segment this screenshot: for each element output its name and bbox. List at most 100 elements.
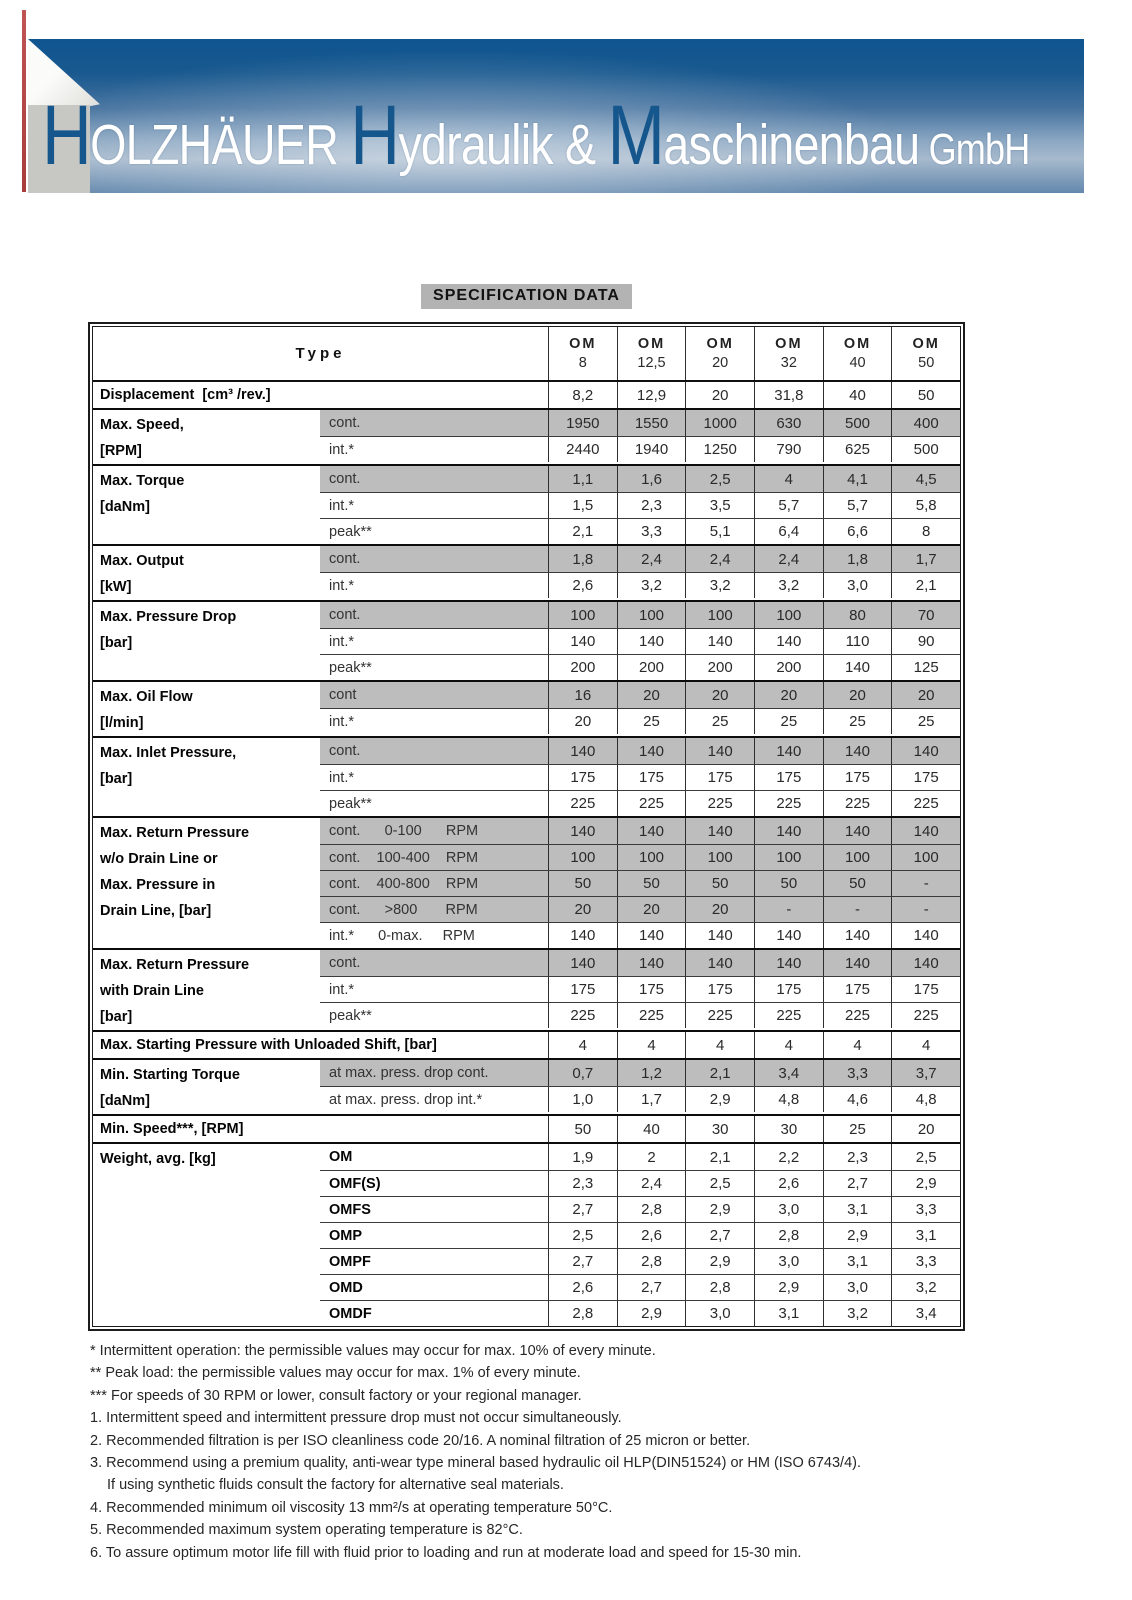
table-row: cont. 1950 1550 1000 630 500 400 <box>320 410 960 436</box>
value-cell: 200 <box>685 655 754 680</box>
table-row: at max. press. drop int.* 1,0 1,7 2,9 4,8 4,6… <box>320 1086 960 1112</box>
value-cell: 4,8 <box>754 1087 823 1112</box>
group-rows: cont 16 20 20 20 20 20 int.* 20 25 25 25 25 25 <box>320 682 960 736</box>
spec-group: Max. Inlet Pressure, [bar] cont. 140 140 140 1… <box>93 736 960 816</box>
value-cell: 175 <box>685 765 754 790</box>
value-cell: 225 <box>685 791 754 816</box>
row-sub-label: OMP <box>329 1227 363 1244</box>
column-header-cell: OM 50 <box>891 327 960 380</box>
value-cell: 8 <box>891 519 960 544</box>
group-label-line: Max. Return Pressure <box>100 957 250 973</box>
value-cell: 2,2 <box>754 1144 823 1170</box>
value-cell: 4 <box>685 1032 754 1058</box>
value-cells: 2,5 2,6 2,7 2,8 2,9 3,1 <box>548 1223 960 1248</box>
group-rows: cont. 140 140 140 140 140 140 int.* 175 175 175 175… <box>320 738 960 816</box>
value-cells: 50 40 30 30 25 20 <box>548 1116 960 1142</box>
value-cell: 1,8 <box>822 546 892 572</box>
group-label-line: [bar] <box>100 635 133 651</box>
value-cell: 1,7 <box>891 546 960 572</box>
value-cell: 175 <box>685 977 754 1002</box>
value-cell: 140 <box>548 818 617 844</box>
value-cell: 2,7 <box>616 1275 686 1300</box>
table-row: peak** 2,1 3,3 5,1 6,4 6,6 8 <box>320 518 960 544</box>
value-cells: 175 175 175 175 175 175 <box>548 977 960 1002</box>
value-cell: 3,1 <box>822 1197 892 1222</box>
spec-group: Max. Starting Pressure with Unloaded Shi… <box>93 1030 960 1058</box>
value-cells: 16 20 20 20 20 20 <box>548 682 960 708</box>
value-cell: 20 <box>891 682 960 708</box>
footnote-line: 1. Intermittent speed and intermittent p… <box>90 1410 622 1427</box>
row-sub-label: at max. press. drop int.* <box>329 1091 483 1108</box>
row-sub-label: OMPF <box>329 1253 371 1270</box>
value-cell: 2,9 <box>616 1301 686 1326</box>
value-cell: 1,2 <box>616 1060 686 1086</box>
group-rows: OM 1,9 2 2,1 2,2 2,3 2,5 OMF(S) 2,3 2,4 2,5 2,6 2,7 2… <box>320 1144 960 1326</box>
value-cell: 40 <box>616 1116 686 1142</box>
value-cell: 20 <box>548 709 617 734</box>
value-cells: 140 140 140 140 140 140 <box>548 738 960 764</box>
column-size: 20 <box>712 354 729 371</box>
value-cells: 225 225 225 225 225 225 <box>548 1003 960 1028</box>
value-cell: 4 <box>548 1032 617 1058</box>
row-sub-label: int.* <box>329 633 354 650</box>
value-cell: 625 <box>822 437 892 462</box>
value-cell: 100 <box>754 602 823 628</box>
value-cell: 500 <box>891 437 960 462</box>
group-label-line: Min. Starting Torque <box>100 1067 240 1083</box>
red-accent-line <box>22 10 26 192</box>
value-cell: 20 <box>685 897 754 922</box>
value-cell: 2,7 <box>548 1249 617 1274</box>
value-cells: 20 20 20- - - <box>548 897 960 922</box>
spec-group: Max. Return Pressure w/o Drain Line or Max… <box>93 816 960 948</box>
value-cell: 2,5 <box>891 1144 960 1170</box>
value-cell: 110 <box>822 629 892 654</box>
value-cell: 2,9 <box>685 1197 754 1222</box>
value-cell: 1,0 <box>548 1087 617 1112</box>
value-cell: 1550 <box>616 410 686 436</box>
group-label: Max. Starting Pressure with Unloaded Shi… <box>100 1037 437 1053</box>
value-cell: 225 <box>616 1003 686 1028</box>
value-cell: 1000 <box>685 410 754 436</box>
row-sub-label: cont. <box>329 471 361 487</box>
value-cell: 3,3 <box>616 519 686 544</box>
value-cell: 2,1 <box>685 1144 754 1170</box>
value-cells: 175 175 175 175 175 175 <box>548 765 960 790</box>
column-brand: OM <box>637 336 666 353</box>
column-header-cell: OM 40 <box>822 327 892 380</box>
company-logo-text: HOLZHÄUER Hydraulik & Maschinenbau GmbH <box>42 93 1030 177</box>
value-cell: 2440 <box>548 437 617 462</box>
table-row: int.* 2,6 3,2 3,2 3,2 3,0 2,1 <box>320 572 960 598</box>
value-cell: 0,7 <box>548 1060 617 1086</box>
table-row: Min. Speed***, [RPM] 50 40 30 30 25 20 <box>93 1116 960 1142</box>
row-sub-label: cont. 100-400 RPM <box>329 849 479 866</box>
group-label-line: Max. Speed, <box>100 417 184 433</box>
value-cell: 50 <box>754 871 823 896</box>
column-brand: OM <box>706 336 734 353</box>
value-cell: 100 <box>548 602 617 628</box>
value-cell: 4 <box>891 1032 960 1058</box>
row-sub-label: OMFS <box>329 1201 371 1218</box>
value-cell: 20 <box>754 682 823 708</box>
table-body: Displacement [cm³ /rev.] 8,2 12,9 20 31,8 40 5… <box>93 382 960 1326</box>
value-cell: 25 <box>754 709 823 734</box>
spec-table-inner: Type OM 8 OM 12,5 OM 20 OM 32 OM 40 OM 50 Displacem… <box>92 326 961 1327</box>
value-cell: 5,7 <box>822 493 892 518</box>
value-cells: 100 100 100 100 100 100 <box>548 845 960 870</box>
value-cells: 1950 1550 1000 630 500 400 <box>548 410 960 436</box>
value-cell: 140 <box>616 923 686 948</box>
value-cell: 140 <box>822 655 892 680</box>
section-title-wrap: SPECIFICATION DATA <box>88 284 965 309</box>
group-label-line: Max. Pressure in <box>100 877 216 893</box>
row-sub-label: int.* 0-max. RPM <box>329 927 475 944</box>
footnote-line: 3. Recommend using a premium quality, an… <box>90 1455 861 1472</box>
value-cells: 140 140 140 140 140 140 <box>548 950 960 976</box>
value-cell: 140 <box>548 923 617 948</box>
value-cell: 3,2 <box>754 573 823 598</box>
value-cell: 5,7 <box>754 493 823 518</box>
value-cell: - <box>754 897 823 922</box>
value-cell: 2,5 <box>685 1171 754 1196</box>
logo-segment: aschinenbau <box>663 113 920 177</box>
footnote-line: 4. Recommended minimum oil viscosity 13 … <box>90 1499 613 1516</box>
value-cell: 140 <box>822 923 892 948</box>
spec-group: Max. Oil Flow [l/min] cont 16 20 20 20 20 20 int.… <box>93 680 960 736</box>
